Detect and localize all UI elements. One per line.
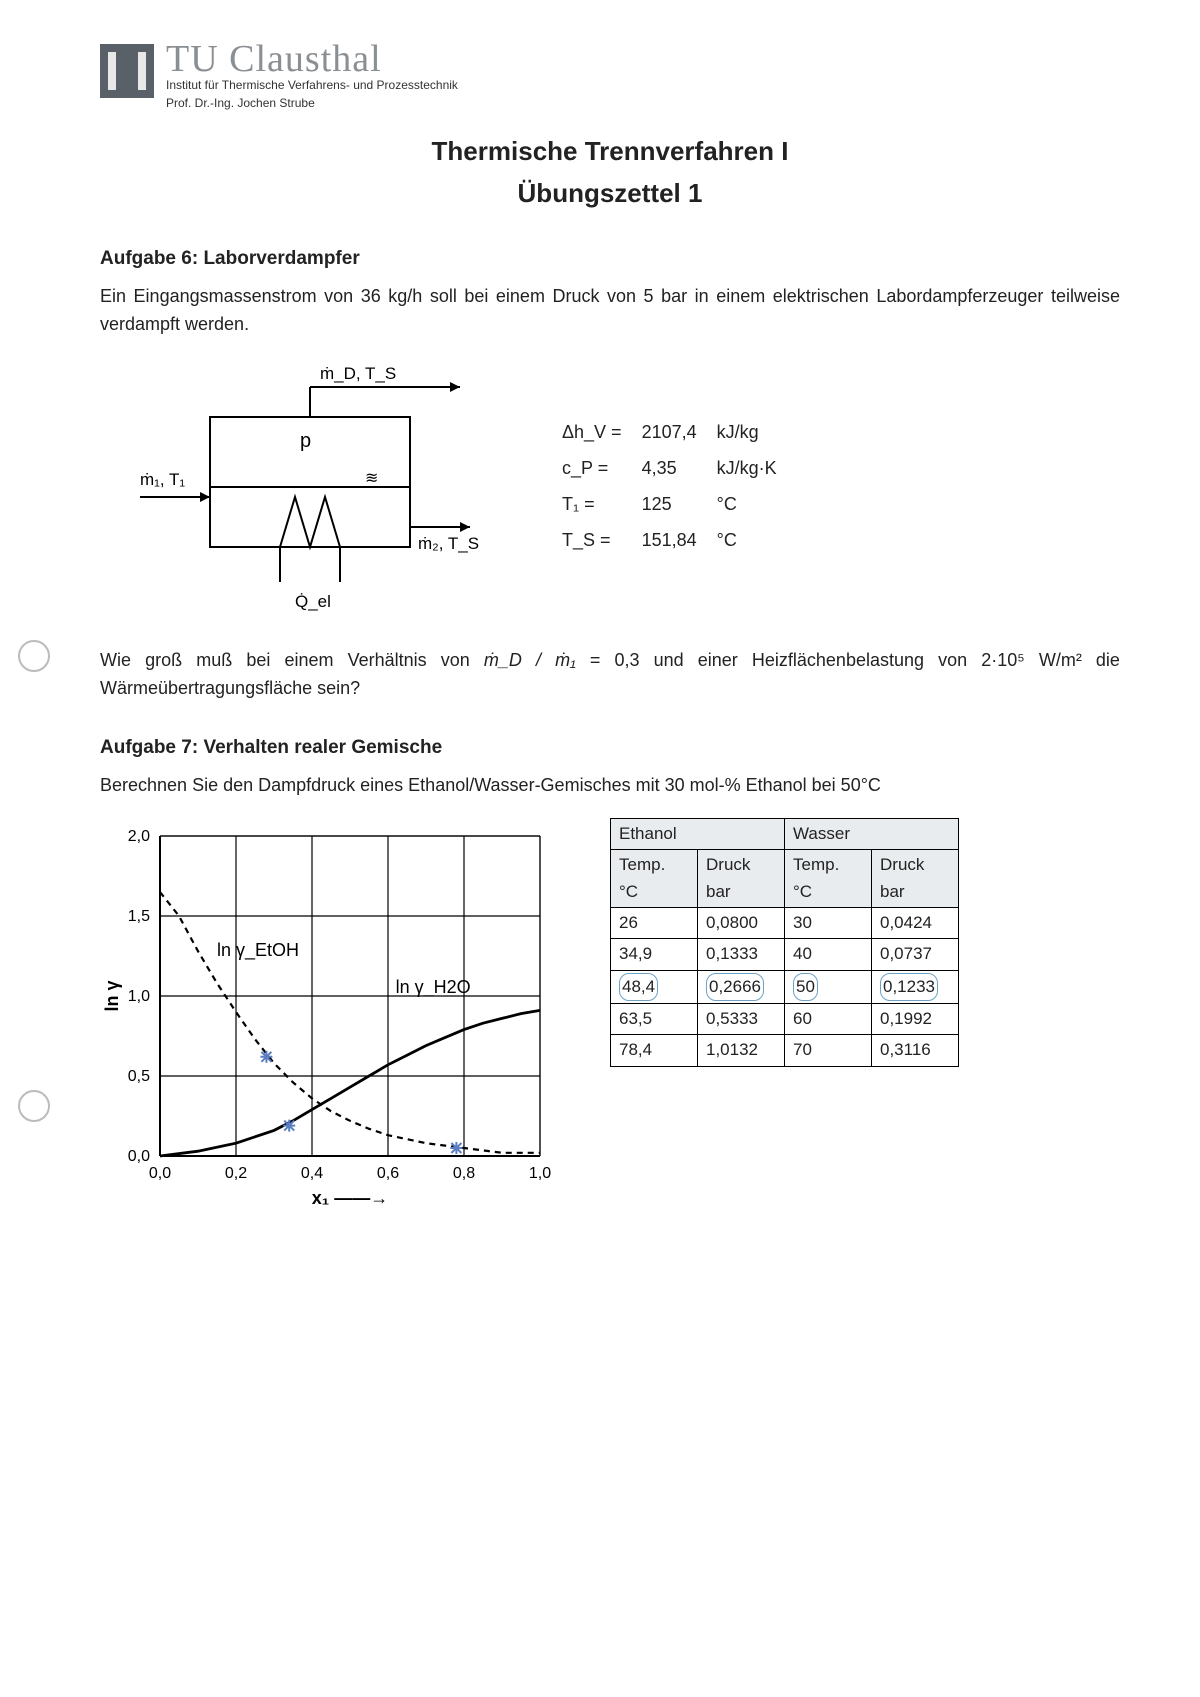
doc-title-2: Übungszettel 1 <box>100 173 1120 213</box>
svg-text:1,0: 1,0 <box>128 988 150 1005</box>
university-name: TU Clausthal <box>166 40 458 80</box>
cell-h2o-T: 60 <box>785 1004 872 1035</box>
th-wasser: Wasser <box>785 819 959 850</box>
svg-text:Q̇_el: Q̇_el <box>295 592 331 611</box>
svg-text:0,5: 0,5 <box>128 1068 150 1085</box>
cell-etoh-T: 78,4 <box>611 1035 698 1066</box>
cell-h2o-p: 0,0737 <box>872 939 959 970</box>
svg-text:0,4: 0,4 <box>301 1165 323 1182</box>
svg-text:p: p <box>300 430 311 452</box>
university-logo <box>100 44 154 98</box>
task6-heading: Aufgabe 6: Laborverdampfer <box>100 244 1120 273</box>
task7-heading: Aufgabe 7: Verhalten realer Gemische <box>100 733 1120 762</box>
page-header: TU Clausthal Institut für Thermische Ver… <box>100 40 1120 113</box>
institute-line: Institut für Thermische Verfahrens- und … <box>166 76 458 95</box>
cell-etoh-T: 63,5 <box>611 1004 698 1035</box>
svg-text:1,5: 1,5 <box>128 908 150 925</box>
cell-etoh-p: 0,1333 <box>698 939 785 970</box>
task6-text: Ein Eingangsmassenstrom von 36 kg/h soll… <box>100 283 1120 339</box>
svg-text:ṁ₂, T_S: ṁ₂, T_S <box>418 534 479 553</box>
punch-hole <box>18 640 50 672</box>
svg-text:0,8: 0,8 <box>453 1165 475 1182</box>
gamma-chart: 0,0 0,2 0,4 0,6 0,8 1,0 0,0 0,5 1,0 1,5 2,0 x₁ ——→ l… <box>100 818 570 1218</box>
param-sym: T₁ = <box>562 488 640 522</box>
svg-text:0,2: 0,2 <box>225 1165 247 1182</box>
param-sym: c_P = <box>562 452 640 486</box>
svg-text:x₁ ——→: x₁ ——→ <box>312 1188 388 1208</box>
th-temp-1: Temp.°C <box>611 850 698 908</box>
task6-question: Wie groß muß bei einem Verhältnis von ṁ_… <box>100 647 1120 703</box>
cell-h2o-T: 30 <box>785 908 872 939</box>
param-sym: T_S = <box>562 524 640 558</box>
cell-etoh-p: 0,0800 <box>698 908 785 939</box>
svg-text:ln γ_EtOH: ln γ_EtOH <box>217 940 299 961</box>
svg-text:ṁ_D, T_S: ṁ_D, T_S <box>320 364 396 383</box>
cell-etoh-p: 0,2666 <box>698 970 785 1003</box>
q-part-a: Wie groß muß bei einem Verhältnis von <box>100 650 484 670</box>
param-unit: °C <box>717 488 795 522</box>
svg-text:≋: ≋ <box>365 470 378 487</box>
punch-hole <box>18 1090 50 1122</box>
cell-h2o-p: 0,1992 <box>872 1004 959 1035</box>
param-val: 4,35 <box>642 452 715 486</box>
svg-text:ṁ₁, T₁: ṁ₁, T₁ <box>140 470 185 489</box>
cell-h2o-p: 0,3116 <box>872 1035 959 1066</box>
task7-text: Berechnen Sie den Dampfdruck eines Ethan… <box>100 772 1120 800</box>
param-val: 151,84 <box>642 524 715 558</box>
cell-etoh-p: 0,5333 <box>698 1004 785 1035</box>
cell-etoh-p: 1,0132 <box>698 1035 785 1066</box>
q-ratio-val: = 0,3 <box>590 650 640 670</box>
th-temp-2: Temp.°C <box>785 850 872 908</box>
svg-text:2,0: 2,0 <box>128 828 150 845</box>
cell-etoh-T: 34,9 <box>611 939 698 970</box>
doc-title-1: Thermische Trennverfahren I <box>100 131 1120 171</box>
q-ratio: ṁ_D / ṁ₁ <box>484 650 576 670</box>
param-unit: kJ/kg <box>717 416 795 450</box>
param-unit: kJ/kg·K <box>717 452 795 486</box>
svg-text:0,6: 0,6 <box>377 1165 399 1182</box>
param-unit: °C <box>717 524 795 558</box>
vapor-pressure-table: Ethanol Wasser Temp.°C Druckbar Temp.°C … <box>610 818 959 1067</box>
param-val: 125 <box>642 488 715 522</box>
param-val: 2107,4 <box>642 416 715 450</box>
th-druck-1: Druckbar <box>698 850 785 908</box>
svg-text:0,0: 0,0 <box>128 1148 150 1165</box>
svg-text:ln γ: ln γ <box>102 980 122 1011</box>
task7-row: 0,0 0,2 0,4 0,6 0,8 1,0 0,0 0,5 1,0 1,5 2,0 x₁ ——→ l… <box>100 818 1120 1227</box>
task6-figure-row: ṁ₁, T₁ p ≋ Q̇_el ṁ_D, T_S ṁ₂, T_S Δh_V =2107,… <box>140 357 1120 617</box>
evaporator-diagram: ṁ₁, T₁ p ≋ Q̇_el ṁ_D, T_S ṁ₂, T_S <box>140 357 500 617</box>
svg-text:ln γ_H2O: ln γ_H2O <box>396 977 471 998</box>
cell-h2o-T: 70 <box>785 1035 872 1066</box>
prof-line: Prof. Dr.-Ing. Jochen Strube <box>166 94 458 113</box>
task6-params: Δh_V =2107,4kJ/kg c_P =4,35kJ/kg·K T₁ =125… <box>560 414 797 560</box>
th-druck-2: Druckbar <box>872 850 959 908</box>
cell-h2o-p: 0,1233 <box>872 970 959 1003</box>
cell-etoh-T: 48,4 <box>611 970 698 1003</box>
th-ethanol: Ethanol <box>611 819 785 850</box>
param-sym: Δh_V = <box>562 416 640 450</box>
svg-text:0,0: 0,0 <box>149 1165 171 1182</box>
cell-etoh-T: 26 <box>611 908 698 939</box>
cell-h2o-p: 0,0424 <box>872 908 959 939</box>
cell-h2o-T: 40 <box>785 939 872 970</box>
svg-text:1,0: 1,0 <box>529 1165 551 1182</box>
cell-h2o-T: 50 <box>785 970 872 1003</box>
